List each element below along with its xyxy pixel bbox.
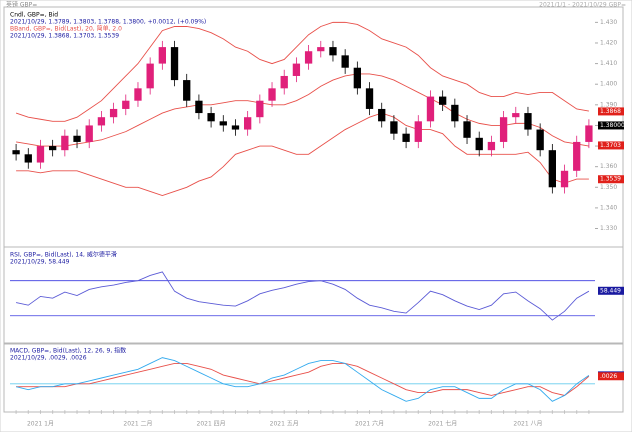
x-tick-label: 2021 七月 bbox=[428, 420, 457, 428]
price-tag-label: 1.3703 bbox=[600, 142, 621, 149]
candle-body bbox=[109, 108, 118, 118]
legend-line: 2021/10/29, 58.449 bbox=[10, 259, 70, 266]
price-tag bbox=[598, 107, 624, 116]
candle-body bbox=[463, 121, 471, 138]
candle-body bbox=[36, 146, 45, 163]
candle-body bbox=[560, 170, 569, 188]
candle-body bbox=[548, 150, 556, 188]
candle-body bbox=[146, 63, 154, 89]
candle-body bbox=[122, 100, 130, 109]
bollinger-upper bbox=[15, 21, 589, 122]
candle-body bbox=[97, 117, 106, 126]
price-tag-label: 58.449 bbox=[600, 287, 621, 294]
y-tick-label: 1.350 bbox=[600, 184, 617, 191]
candle-body bbox=[573, 141, 581, 171]
y-tick-label: 1.390 bbox=[600, 101, 617, 108]
price-tag bbox=[598, 372, 624, 381]
candle-body bbox=[426, 96, 435, 122]
candle-body bbox=[12, 150, 20, 155]
candle-body bbox=[292, 63, 301, 76]
bollinger-middle bbox=[16, 73, 589, 147]
y-tick-label: 1.330 bbox=[600, 225, 617, 232]
panel-frame bbox=[3, 246, 624, 345]
x-tick-label: 2021 八月 bbox=[513, 421, 542, 428]
candle-body bbox=[451, 104, 459, 122]
legend-line: 2021/10/29, .0029, .0026 bbox=[10, 355, 87, 362]
price-tag bbox=[598, 141, 624, 150]
header-range: 2021/1/1 - 2021/10/29 GBP= bbox=[539, 2, 626, 9]
candle-body bbox=[524, 113, 532, 130]
y-tick-label: 1.360 bbox=[600, 163, 617, 170]
price-tag-label: 1.3868 bbox=[600, 108, 621, 115]
candle-body bbox=[158, 47, 166, 64]
x-tick-label: 2021 六月 bbox=[355, 420, 384, 428]
x-tick-label: 2021 二月 bbox=[123, 421, 152, 428]
candle-body bbox=[280, 75, 288, 89]
y-tick-label: 1.410 bbox=[600, 60, 617, 67]
candle-body bbox=[329, 47, 337, 56]
candle-body bbox=[85, 125, 93, 142]
candle-body bbox=[256, 100, 264, 118]
candle-body bbox=[487, 141, 496, 151]
price-tag-label: .0026 bbox=[600, 373, 617, 380]
candle-body bbox=[512, 113, 520, 118]
price-tag-label: 1.3539 bbox=[600, 176, 621, 183]
candle-body bbox=[378, 108, 386, 122]
rsi-line bbox=[15, 271, 590, 321]
macd-line bbox=[15, 357, 590, 402]
candle-body bbox=[414, 121, 422, 142]
candle-body bbox=[402, 133, 410, 142]
candle-body bbox=[134, 88, 142, 101]
legend-line: RSI, GBP=, Bid(Last), 14, 威尔德平滑 bbox=[10, 251, 117, 259]
bollinger-lower bbox=[16, 112, 589, 197]
x-tick-label: 2021 1月 bbox=[27, 421, 54, 428]
x-tick-label: 2021 五月 bbox=[270, 421, 299, 428]
legend-line: Cndl, GBP=, Bid bbox=[10, 12, 58, 19]
candle-body bbox=[365, 88, 374, 109]
y-tick-label: 1.340 bbox=[600, 204, 617, 211]
signal-line bbox=[16, 363, 590, 396]
candle-body bbox=[61, 135, 69, 151]
candle-body bbox=[353, 67, 361, 89]
y-tick-label: 1.400 bbox=[600, 81, 617, 88]
candle-body bbox=[585, 125, 593, 142]
price-tag bbox=[598, 121, 624, 130]
candle-body bbox=[183, 80, 191, 101]
candle-body bbox=[207, 113, 215, 122]
legend-line: 2021/10/29, 1.3789, 1.3803, 1.3788, 1.38… bbox=[10, 19, 206, 26]
candle-body bbox=[499, 117, 508, 142]
header-title: 英镑 GBP= bbox=[6, 1, 37, 9]
candle-body bbox=[24, 154, 32, 163]
x-tick-label: 2021 四月 bbox=[197, 421, 226, 428]
candle-body bbox=[219, 121, 227, 126]
candle-body bbox=[231, 125, 240, 130]
legend-line: MACD, GBP=, Bid(Last), 12, 26, 9, 指数 bbox=[10, 347, 126, 355]
candle-body bbox=[475, 137, 483, 151]
candle-body bbox=[73, 135, 81, 142]
y-tick-label: 1.420 bbox=[600, 39, 617, 46]
price-tag bbox=[598, 175, 624, 184]
price-tag-label: 1.38000 bbox=[600, 122, 625, 129]
legend-line: 2021/10/29, 1.3868, 1.3703, 1.3539 bbox=[10, 33, 119, 40]
price-tag bbox=[598, 286, 624, 295]
candle-body bbox=[268, 88, 276, 101]
legend-line: BBand, GBP=, Bid(Last), 20, 简单, 2.0 bbox=[10, 25, 122, 33]
candle-body bbox=[170, 47, 179, 81]
candle-body bbox=[244, 117, 252, 130]
candle-body bbox=[317, 47, 325, 52]
candle-body bbox=[49, 146, 57, 151]
candle-body bbox=[439, 96, 447, 105]
candle-body bbox=[195, 100, 203, 114]
candle-body bbox=[341, 55, 349, 68]
y-tick-label: 1.430 bbox=[600, 19, 617, 26]
candle-body bbox=[304, 51, 313, 64]
candle-body bbox=[390, 121, 398, 134]
candle-body bbox=[536, 129, 544, 151]
